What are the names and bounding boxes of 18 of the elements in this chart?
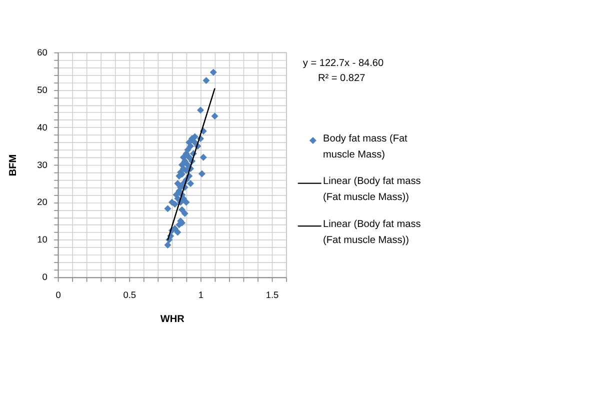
y-axis-title: BFM bbox=[8, 154, 20, 176]
y-tick-label: 20 bbox=[37, 197, 48, 208]
x-axis-title: WHR bbox=[160, 314, 186, 326]
x-tick-label: 0 bbox=[56, 290, 61, 300]
y-tick-label: 30 bbox=[37, 160, 48, 170]
x-tick-label: 1 bbox=[198, 290, 204, 300]
text: y = 122.7x - 84.60 bbox=[302, 58, 384, 69]
y-tick-label: 60 bbox=[37, 47, 48, 58]
legend-label: Linear (Body fat mass (Fat muscle Mass)) bbox=[323, 218, 421, 246]
x-tick-label: 0.5 bbox=[123, 290, 136, 300]
legend-label: Linear (Body fat mass (Fat muscle Mass)) bbox=[323, 176, 421, 204]
y-tick-label: 0 bbox=[42, 272, 48, 282]
x-tick-label: 1.5 bbox=[266, 290, 279, 300]
legend-label: Body fat mass (Fat muscle Mass) bbox=[323, 133, 408, 160]
y-tick-label: 10 bbox=[37, 234, 48, 245]
text: R² = 0.827 bbox=[318, 72, 366, 84]
y-tick-label: 40 bbox=[37, 122, 48, 132]
y-tick-label: 50 bbox=[37, 84, 48, 95]
